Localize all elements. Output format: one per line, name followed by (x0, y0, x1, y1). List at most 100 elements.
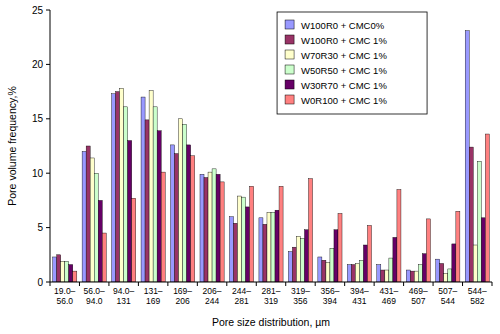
x-tick-label: 431–469 (379, 286, 398, 306)
x-tick-label: 469–507 (409, 286, 428, 306)
bar (275, 210, 279, 282)
y-tick (46, 227, 50, 228)
legend-swatch (285, 65, 294, 74)
y-tick-label: 15 (32, 113, 44, 124)
bar (389, 258, 393, 282)
y-tick-label: 0 (37, 277, 43, 288)
legend-swatch (285, 50, 294, 59)
bar (279, 186, 283, 282)
bar (145, 120, 149, 282)
bar (149, 91, 153, 282)
bar (304, 230, 308, 282)
x-tick-label: 206–244 (203, 286, 222, 306)
x-tick-divider (462, 282, 463, 286)
legend-label: W70R30 + CMC 1% (301, 50, 387, 61)
x-tick-label: 19.0–56.0 (54, 286, 76, 306)
x-tick-label-part: 244 (205, 296, 219, 306)
bar (355, 264, 359, 283)
bar (440, 264, 444, 283)
bar (347, 265, 351, 282)
bar (436, 259, 440, 282)
bar (485, 134, 489, 282)
x-tick-label-part: 281– (262, 286, 281, 296)
y-tick (46, 173, 50, 174)
bar (393, 237, 397, 282)
x-tick-label-part: 56.0 (56, 296, 73, 306)
bar (82, 151, 86, 282)
bar (422, 254, 426, 282)
bar (216, 174, 220, 282)
bar (410, 271, 414, 282)
bar (267, 212, 271, 282)
bar (204, 178, 208, 282)
x-tick-label-part: 469 (382, 296, 396, 306)
x-tick-label-part: 169– (173, 286, 192, 296)
x-tick-label-part: 131– (144, 286, 163, 296)
x-tick-label: 94.0–131 (113, 286, 135, 306)
x-tick-label-part: 394 (323, 296, 337, 306)
x-tick-divider (256, 282, 257, 286)
bar (426, 219, 430, 282)
x-tick-divider (344, 282, 345, 286)
bar (183, 124, 187, 282)
bar (98, 200, 102, 282)
bar (309, 179, 313, 282)
bar (318, 257, 322, 282)
x-tick-label-part: 356– (320, 286, 339, 296)
bar (157, 131, 161, 282)
bar (233, 223, 237, 282)
x-tick-label-part: 356 (293, 296, 307, 306)
legend-swatch (285, 80, 294, 89)
y-tick-label: 10 (32, 168, 44, 179)
bar (90, 158, 94, 282)
x-tick-label-part: 507– (438, 286, 457, 296)
x-tick-label-part: 469– (409, 286, 428, 296)
x-tick-divider (492, 282, 493, 286)
bar (102, 233, 106, 282)
x-tick-label: 544–582 (468, 286, 487, 306)
bar (418, 265, 422, 282)
bar (448, 269, 452, 282)
x-tick-label-part: 431– (379, 286, 398, 296)
bar (112, 94, 116, 282)
x-tick-divider (315, 282, 316, 286)
x-tick-label: 56.0–94.0 (84, 286, 106, 306)
bar (359, 260, 363, 282)
bar (246, 207, 250, 282)
bar (242, 197, 246, 282)
bar (397, 190, 401, 282)
bar (175, 154, 179, 282)
x-tick-divider (403, 282, 404, 286)
bar (171, 145, 175, 282)
bar (259, 218, 263, 282)
bar (229, 217, 233, 282)
bar (300, 238, 304, 282)
bar (481, 218, 485, 282)
bar (271, 212, 275, 282)
x-tick-label: 356–394 (320, 286, 339, 306)
x-tick-divider (197, 282, 198, 286)
x-tick-label-part: 582 (470, 296, 484, 306)
bar (250, 186, 254, 282)
bar (363, 245, 367, 282)
x-tick-label-part: 206 (176, 296, 190, 306)
bar (94, 173, 98, 282)
bar (120, 88, 124, 282)
bar (220, 182, 224, 282)
bar (381, 270, 385, 282)
x-tick-label-part: 244– (232, 286, 251, 296)
x-tick-divider (79, 282, 80, 286)
bar (456, 211, 460, 282)
x-tick-divider (226, 282, 227, 286)
bar (132, 198, 136, 282)
bar (73, 271, 77, 282)
bar (61, 261, 65, 282)
x-tick-label-part: 169 (146, 296, 160, 306)
x-tick-label-part: 94.0 (86, 296, 103, 306)
x-tick-label: 244–281 (232, 286, 251, 306)
x-axis-line (50, 282, 492, 283)
bar (161, 172, 165, 282)
legend-label: W100R0 + CMC 1% (301, 35, 387, 46)
legend-label: W0R100 + CMC 1% (301, 95, 387, 106)
x-tick-divider (374, 282, 375, 286)
